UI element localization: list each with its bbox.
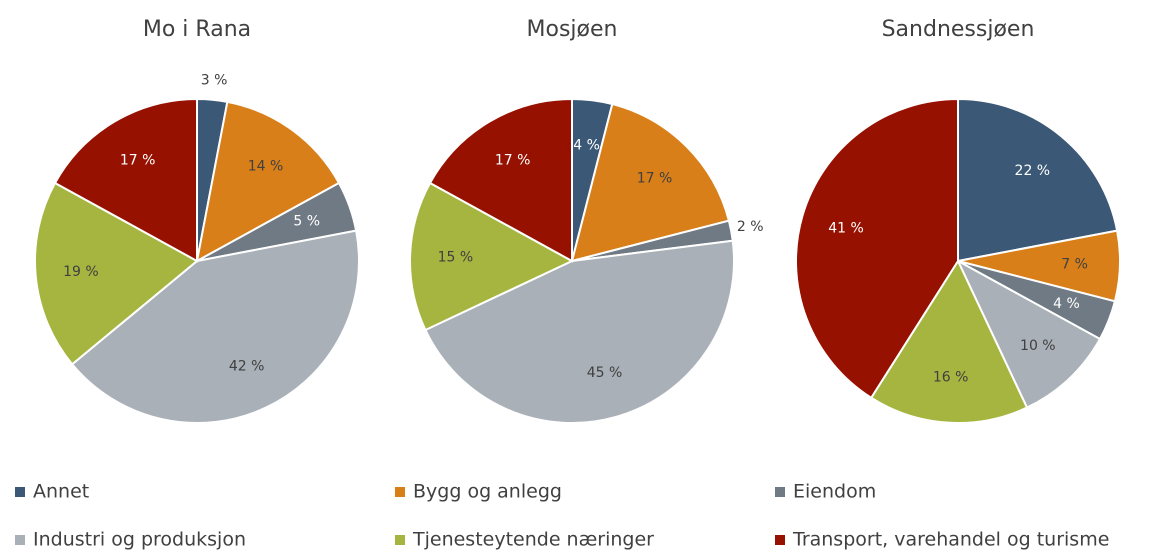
legend-swatch bbox=[775, 487, 785, 497]
data-label: 14 % bbox=[248, 159, 284, 175]
legend-label: Industri og produksjon bbox=[33, 529, 246, 551]
data-label: 5 % bbox=[293, 213, 320, 229]
data-label: 4 % bbox=[573, 137, 600, 153]
data-label: 16 % bbox=[933, 369, 969, 385]
data-label: 4 % bbox=[1053, 296, 1080, 312]
data-label: 15 % bbox=[438, 249, 474, 265]
data-label: 42 % bbox=[229, 359, 265, 375]
legend-swatch bbox=[775, 535, 785, 545]
legend-swatch bbox=[15, 487, 25, 497]
pie-slice bbox=[34, 181, 199, 366]
chart-title: Mo i Rana bbox=[143, 17, 251, 42]
legend-label: Transport, varehandel og turisme bbox=[792, 529, 1109, 551]
data-label: 7 % bbox=[1061, 257, 1088, 273]
pie-slice bbox=[957, 97, 1119, 263]
legend-label: Bygg og anlegg bbox=[413, 481, 562, 503]
data-label: 17 % bbox=[637, 171, 673, 187]
pie-slice bbox=[195, 100, 341, 263]
pie-slice bbox=[53, 97, 198, 263]
data-label: 17 % bbox=[495, 153, 531, 169]
pie-slice bbox=[955, 258, 1102, 409]
legend-swatch bbox=[395, 487, 405, 497]
pie-slice bbox=[409, 181, 575, 332]
legend-label: Annet bbox=[33, 481, 89, 503]
data-label: 45 % bbox=[587, 365, 623, 381]
pie-slice bbox=[570, 102, 731, 263]
data-label: 22 % bbox=[1015, 163, 1051, 179]
legend-label: Eiendom bbox=[793, 481, 876, 503]
chart-title: Mosjøen bbox=[527, 17, 618, 42]
data-label: 17 % bbox=[120, 153, 156, 169]
legend-label: Tjenesteytende næringer bbox=[412, 529, 654, 551]
data-label: 10 % bbox=[1020, 338, 1056, 354]
pie-slice bbox=[70, 229, 360, 424]
data-label: 41 % bbox=[828, 220, 864, 236]
pie-slice bbox=[869, 258, 1029, 425]
pie-slice bbox=[424, 239, 735, 424]
chart-title: Sandnessjøen bbox=[882, 17, 1035, 42]
pie-slice bbox=[795, 97, 959, 400]
data-label: 3 % bbox=[201, 72, 228, 88]
legend-swatch bbox=[395, 535, 405, 545]
pie-slice bbox=[428, 97, 573, 263]
data-label: 19 % bbox=[63, 264, 99, 280]
data-label: 2 % bbox=[737, 219, 764, 235]
legend-swatch bbox=[15, 535, 25, 545]
